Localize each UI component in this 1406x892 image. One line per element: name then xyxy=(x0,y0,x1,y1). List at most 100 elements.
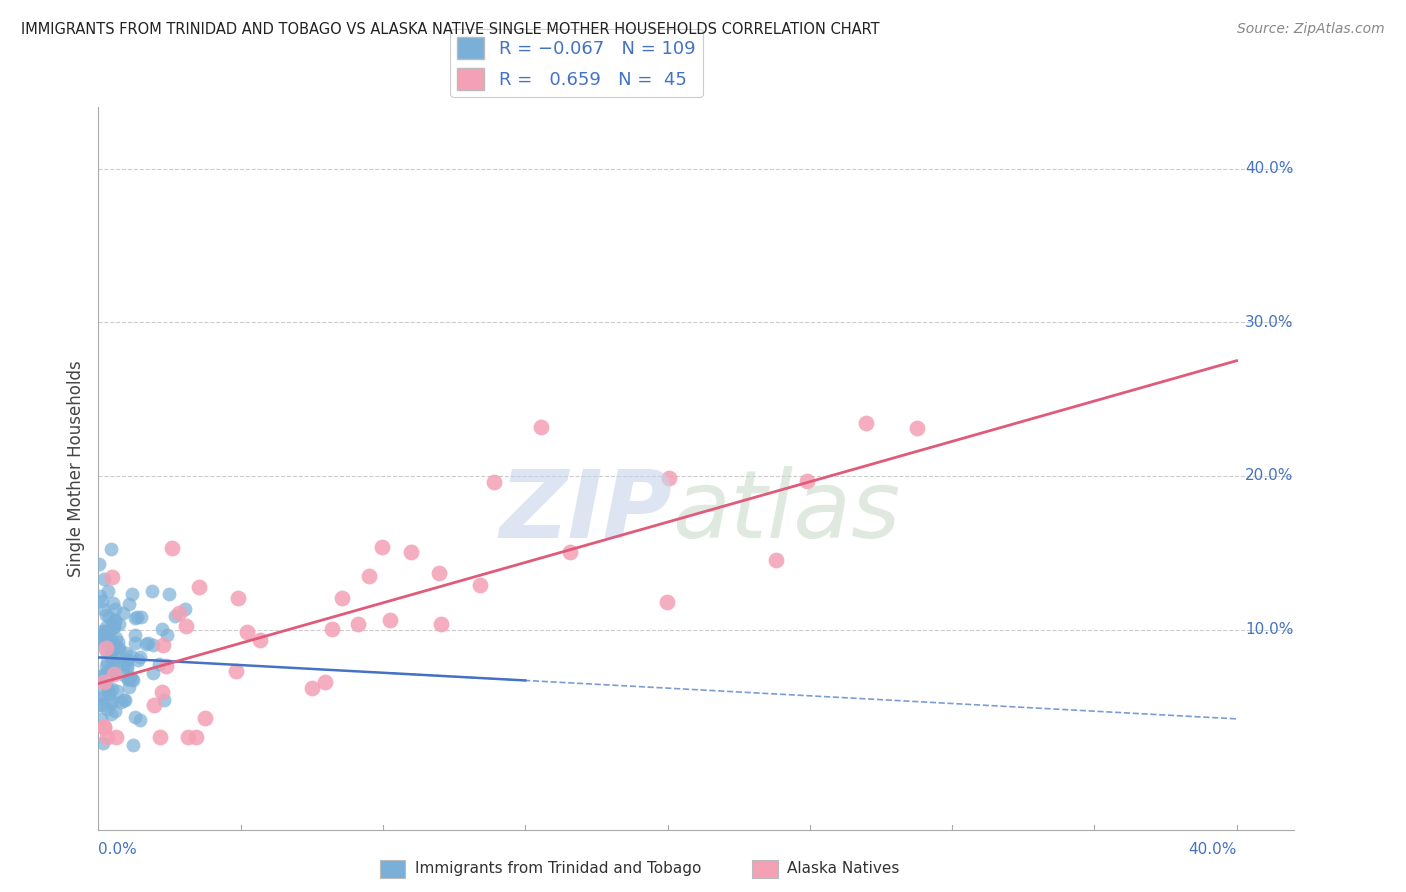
Point xyxy=(796,474,818,488)
Point xyxy=(135,637,157,651)
Point xyxy=(100,696,122,710)
Point xyxy=(105,632,128,646)
Point xyxy=(143,698,166,713)
Point xyxy=(104,615,127,629)
Point xyxy=(117,672,139,686)
Point xyxy=(101,642,124,657)
Point xyxy=(108,640,131,655)
Point xyxy=(108,642,131,657)
Point xyxy=(94,640,117,655)
Point xyxy=(100,649,122,664)
Point xyxy=(167,606,190,620)
Point xyxy=(118,597,141,611)
Point xyxy=(558,545,581,559)
Point xyxy=(530,420,553,434)
Text: ZIP: ZIP xyxy=(499,466,672,558)
Point xyxy=(104,613,127,627)
Point xyxy=(100,707,122,722)
Point xyxy=(122,738,145,752)
Point xyxy=(484,475,506,489)
Point xyxy=(100,661,122,675)
Point xyxy=(150,685,173,699)
Point xyxy=(103,620,125,634)
Point xyxy=(87,631,110,645)
Point xyxy=(236,624,259,639)
Point xyxy=(97,669,120,683)
Point xyxy=(152,638,174,652)
Point xyxy=(249,632,271,647)
Point xyxy=(163,609,186,624)
Point xyxy=(97,610,120,624)
Point xyxy=(93,675,115,690)
Text: Source: ZipAtlas.com: Source: ZipAtlas.com xyxy=(1237,22,1385,37)
Point xyxy=(91,736,114,750)
Point xyxy=(98,687,121,701)
Point xyxy=(89,589,111,603)
Point xyxy=(162,541,184,555)
Point xyxy=(127,653,149,667)
Point xyxy=(112,693,135,707)
Point xyxy=(87,670,110,684)
Point xyxy=(112,668,135,682)
Point xyxy=(90,668,112,682)
Point xyxy=(101,653,124,667)
Point xyxy=(94,620,117,634)
Point xyxy=(93,719,115,733)
Point xyxy=(103,664,125,678)
Point xyxy=(104,704,127,718)
Point xyxy=(117,672,139,686)
Point xyxy=(96,731,118,745)
Point xyxy=(97,584,120,599)
Point xyxy=(124,610,146,624)
Point xyxy=(655,595,678,609)
Point xyxy=(90,712,112,726)
Point xyxy=(188,581,211,595)
Point xyxy=(658,471,681,485)
Legend: R = −0.067   N = 109, R =   0.659   N =  45: R = −0.067 N = 109, R = 0.659 N = 45 xyxy=(450,29,703,97)
Point xyxy=(226,591,249,605)
Point xyxy=(105,731,128,745)
Text: atlas: atlas xyxy=(672,467,900,558)
Point xyxy=(371,541,394,555)
Point xyxy=(321,622,343,636)
Point xyxy=(93,627,115,641)
Point xyxy=(141,583,163,598)
Point xyxy=(114,646,136,660)
Point xyxy=(301,681,323,696)
Point xyxy=(101,681,124,696)
Point xyxy=(101,596,124,610)
Y-axis label: Single Mother Households: Single Mother Households xyxy=(66,360,84,576)
Point xyxy=(91,602,114,616)
Point xyxy=(103,619,125,633)
Text: 0.0%: 0.0% xyxy=(98,842,138,857)
Point xyxy=(100,643,122,657)
Point xyxy=(905,421,928,435)
Point xyxy=(93,720,115,734)
Point xyxy=(124,710,146,724)
Point xyxy=(114,692,136,706)
Point xyxy=(89,691,111,706)
Point xyxy=(148,657,170,671)
Point xyxy=(157,587,180,601)
Point xyxy=(112,657,135,671)
Point xyxy=(399,544,422,558)
Point xyxy=(96,624,118,639)
Point xyxy=(103,637,125,651)
Point xyxy=(94,607,117,622)
Point xyxy=(87,698,110,713)
Point xyxy=(105,683,128,698)
Point xyxy=(124,628,146,642)
Text: 40.0%: 40.0% xyxy=(1246,161,1294,176)
Point xyxy=(98,627,121,641)
Point xyxy=(101,570,124,584)
Point xyxy=(100,541,122,556)
Point xyxy=(101,694,124,708)
Point xyxy=(115,660,138,674)
Point xyxy=(111,654,134,668)
Point xyxy=(120,648,142,663)
Point xyxy=(124,635,146,649)
Point xyxy=(96,655,118,669)
Point xyxy=(765,552,787,566)
Point xyxy=(155,659,177,673)
Point xyxy=(111,606,134,620)
